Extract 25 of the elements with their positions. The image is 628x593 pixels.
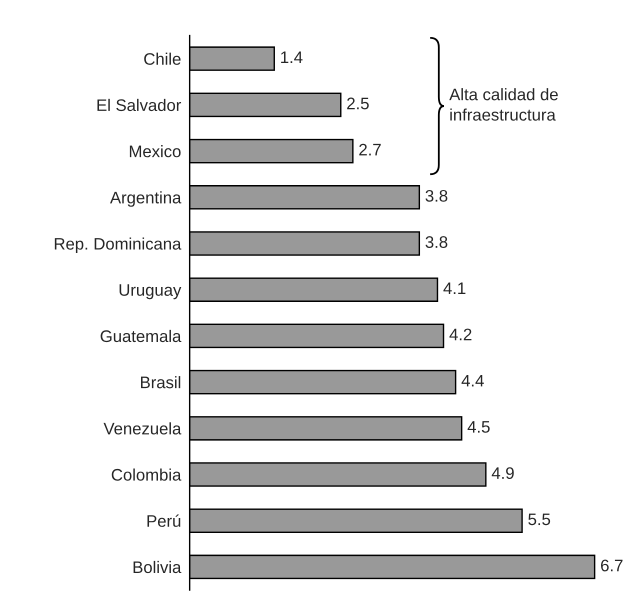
y-tick-label: Uruguay: [120, 284, 182, 300]
y-tick-label: El Salvador: [97, 98, 182, 112]
data-label: 4.1: [443, 282, 466, 294]
y-tick-label: Venezuela: [104, 422, 182, 435]
data-label: 5.5: [528, 514, 550, 526]
y-tick-label: Perú: [147, 514, 180, 527]
y-tick-label: Bolivia: [134, 560, 182, 574]
data-label: 2.5: [347, 98, 369, 110]
annotation: Alta calidad de infraestructura: [449, 88, 558, 121]
data-label: 4.5: [468, 421, 490, 433]
data-label: 4.4: [462, 374, 484, 386]
y-tick-label: Colombia: [112, 468, 182, 481]
data-label: 4.2: [449, 328, 472, 340]
data-label: 1.4: [281, 52, 303, 63]
y-tick-label: Chile: [144, 52, 181, 65]
y-tick-label: Guatemala: [100, 330, 182, 342]
data-label: 2.7: [359, 144, 381, 156]
data-label: 3.8: [426, 236, 448, 248]
y-tick-label: Mexico: [130, 145, 181, 158]
y-tick-label: Argentina: [110, 191, 182, 207]
y-tick-label: Brasil: [141, 376, 180, 388]
y-tick-label: Rep. Dominicana: [54, 237, 182, 253]
data-label: 6.7: [601, 560, 623, 572]
data-label: 4.9: [492, 467, 514, 479]
data-label: 3.8: [426, 190, 448, 202]
